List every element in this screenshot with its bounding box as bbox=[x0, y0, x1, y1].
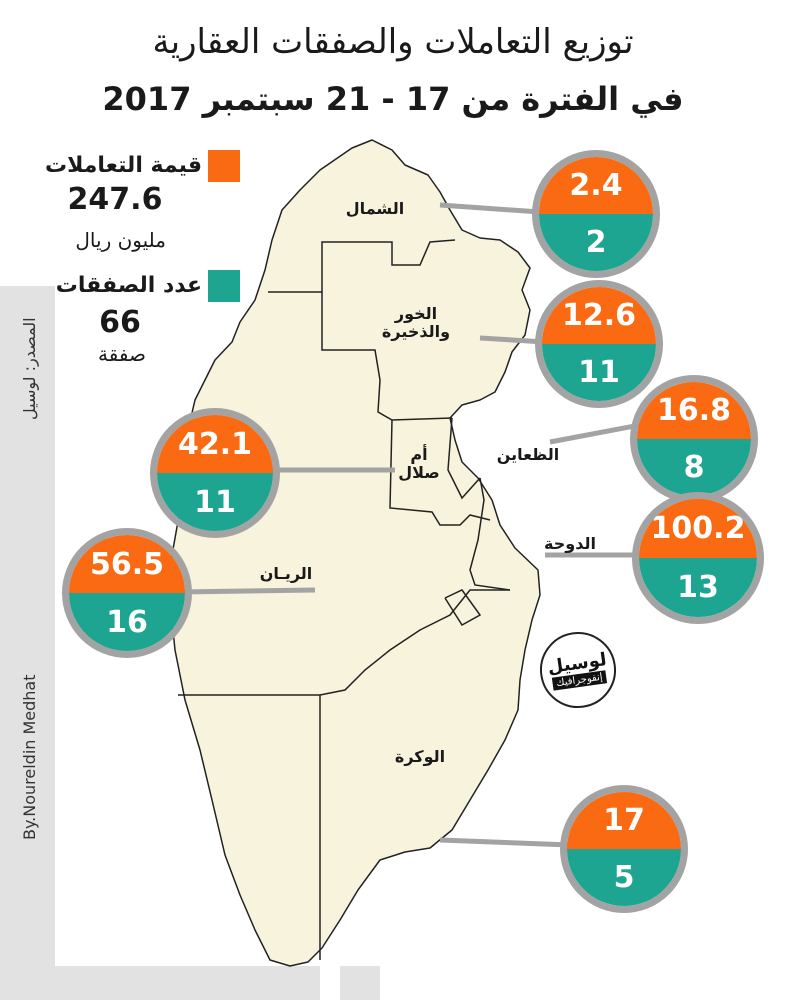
bottom-frame-bar bbox=[0, 966, 320, 1000]
bubble-khor-value: 12.6 bbox=[542, 287, 656, 344]
border-box bbox=[444, 589, 482, 627]
region-label-doha: الدوحة bbox=[544, 534, 596, 553]
bubble-daayen-value: 16.8 bbox=[637, 382, 751, 439]
bubble-rayyan-value: 56.5 bbox=[69, 535, 185, 593]
bubble-khor: 12.6 11 bbox=[535, 280, 663, 408]
bubble-doha: 100.2 13 bbox=[632, 492, 764, 624]
leader-wakra bbox=[439, 837, 571, 848]
legend-count-unit: صفقة bbox=[98, 342, 146, 366]
leader-khor bbox=[479, 335, 546, 345]
bubble-ummsalal-deals: 11 bbox=[157, 473, 273, 531]
leader-shamal bbox=[439, 202, 541, 215]
bubble-ummsalal: 42.1 11 bbox=[150, 408, 280, 538]
bubble-wakra-deals: 5 bbox=[567, 849, 681, 906]
left-frame-bar bbox=[0, 286, 55, 1000]
bubble-doha-deals: 13 bbox=[639, 558, 757, 617]
bubble-daayen-deals: 8 bbox=[637, 439, 751, 496]
bubble-khor-deals: 11 bbox=[542, 344, 656, 401]
title-line-1: توزيع التعاملات والصفقات العقارية bbox=[152, 22, 634, 62]
legend-value-total: 247.6 bbox=[67, 182, 163, 217]
legend-value-label: قيمة التعاملات bbox=[44, 153, 202, 178]
bubble-wakra: 17 5 bbox=[560, 785, 688, 913]
title-line-2: في الفترة من 17 - 21 سبتمبر 2017 bbox=[102, 80, 684, 118]
bubble-rayyan-deals: 16 bbox=[69, 593, 185, 651]
region-label-shamal: الشمال bbox=[345, 199, 405, 218]
region-label-rayyan: الريـان bbox=[259, 564, 313, 583]
bubble-shamal-deals: 2 bbox=[539, 214, 653, 271]
border-doha bbox=[469, 477, 511, 591]
legend-value-unit: مليون ريال bbox=[75, 228, 166, 252]
bubble-daayen: 16.8 8 bbox=[630, 375, 758, 503]
region-label-daayen: الظعاين bbox=[496, 445, 560, 464]
legend-count-label: عدد الصفقات bbox=[55, 273, 202, 298]
bubble-shamal: 2.4 2 bbox=[532, 150, 660, 278]
bubble-ummsalal-value: 42.1 bbox=[157, 415, 273, 473]
legend-count-total: 66 bbox=[99, 305, 141, 340]
border-shamal bbox=[268, 239, 456, 293]
district-borders bbox=[178, 239, 511, 960]
leader-daayen bbox=[549, 422, 641, 445]
bubble-rayyan: 56.5 16 bbox=[62, 528, 192, 658]
border-daayen bbox=[447, 417, 481, 500]
bottom-frame-block bbox=[340, 966, 380, 1000]
legend-value-swatch bbox=[208, 150, 240, 182]
border-ummsalal bbox=[389, 419, 491, 526]
region-label-wakra: الوكرة bbox=[394, 747, 446, 766]
legend-count-swatch bbox=[208, 270, 240, 302]
leader-rayyan bbox=[179, 587, 316, 595]
region-label-ummsalal: أم صلال bbox=[398, 445, 440, 483]
leader-lines bbox=[179, 202, 645, 848]
region-label-khor: الخور والذخيرة bbox=[381, 304, 451, 342]
bubble-wakra-value: 17 bbox=[567, 792, 681, 849]
border-wakra bbox=[319, 589, 510, 696]
bubble-shamal-value: 2.4 bbox=[539, 157, 653, 214]
bubble-doha-value: 100.2 bbox=[639, 499, 757, 558]
